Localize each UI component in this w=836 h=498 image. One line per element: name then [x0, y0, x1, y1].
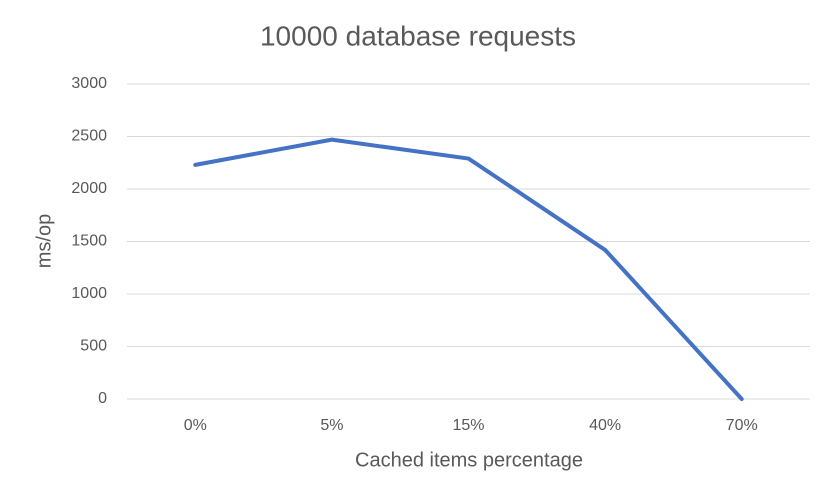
x-axis-label: Cached items percentage [355, 449, 583, 471]
y-tick-label: 3000 [71, 75, 107, 92]
y-tick-label: 2000 [71, 180, 107, 197]
y-tick-label: 1000 [71, 285, 107, 302]
x-tick-label: 0% [184, 417, 207, 434]
chart-title: 10000 database requests [260, 20, 576, 51]
y-tick-label: 2500 [71, 128, 107, 145]
y-tick-label: 500 [80, 338, 107, 355]
y-axis-label: ms/op [33, 214, 55, 268]
x-tick-label: 15% [452, 417, 484, 434]
y-tick-label: 1500 [71, 233, 107, 250]
x-tick-label: 70% [726, 417, 758, 434]
y-tick-label: 0 [98, 390, 107, 407]
line-series [193, 137, 744, 401]
x-tick-label: 5% [320, 417, 343, 434]
x-tick-label: 40% [589, 417, 621, 434]
